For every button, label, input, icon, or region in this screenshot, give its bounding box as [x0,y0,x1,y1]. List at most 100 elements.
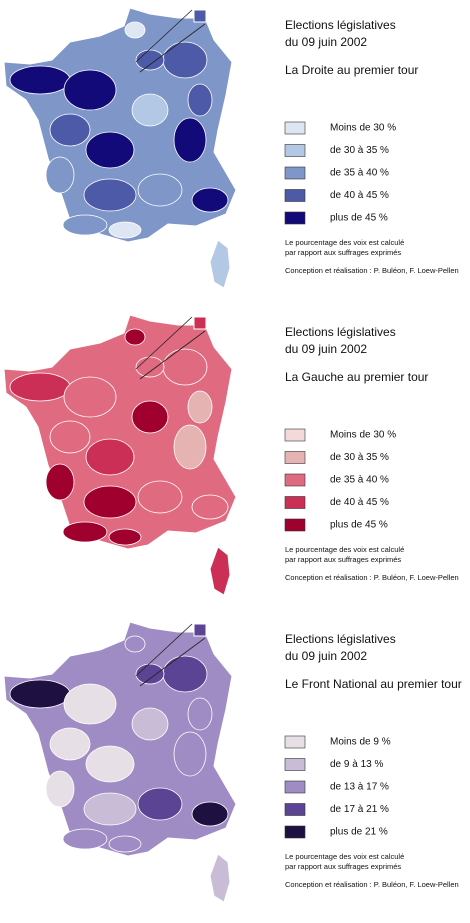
region [9,679,71,709]
region [108,221,142,239]
region [191,187,229,213]
region [45,770,75,808]
legend-swatch [284,803,306,816]
region [124,21,146,39]
note: Le pourcentage des voix est calculé [285,238,404,247]
region [162,655,208,693]
inset [193,316,207,330]
legend-label: de 35 à 40 % [330,475,389,486]
region [49,420,91,454]
legend-swatch [284,473,306,487]
region [63,376,117,418]
region [62,828,108,850]
inset-line [139,330,206,380]
region [137,173,183,207]
region [131,93,169,127]
legend-label: de 30 à 35 % [330,145,389,156]
legend-label: de 9 à 13 % [330,759,383,770]
region [85,745,135,783]
legend-label: plus de 21 % [330,827,388,838]
region [62,521,108,543]
legend-label: de 17 à 21 % [330,804,389,815]
legend-label: Moins de 30 % [330,430,396,441]
region [131,707,169,741]
legend-swatch [284,144,306,157]
region [9,65,71,95]
note: Le pourcentage des voix est calculé [285,545,404,554]
region [83,178,137,212]
panel: Elections législatives du 09 juin 2002 La … [3,7,459,289]
panel: Elections législatives du 09 juin 2002 Le … [3,621,462,903]
legend-label: plus de 45 % [330,213,388,224]
legend-swatch [284,780,306,794]
region [135,663,165,685]
region [108,835,142,853]
region [173,731,207,777]
title: du 09 juin 2002 [285,649,367,663]
title: Elections législatives [285,325,396,339]
region [63,69,117,111]
region [45,156,75,194]
legend-swatch [284,428,306,442]
legend-label: Moins de 30 % [330,123,396,134]
inset-line [139,637,206,687]
credit: Conception et réalisation : P. Buléon, F… [285,266,459,275]
subtitle: Le Front National au premier tour [285,677,462,691]
legend-swatch [284,166,306,180]
region [191,494,229,520]
credit: Conception et réalisation : P. Buléon, F… [285,880,459,889]
subtitle: La Droite au premier tour [285,63,418,77]
legend-swatch [284,518,306,532]
legend-swatch [284,121,306,135]
region [63,683,117,725]
region [137,787,183,821]
legend-swatch [284,758,306,771]
legend-label: de 35 à 40 % [330,168,389,179]
map [3,621,237,903]
legend-swatch [284,825,306,839]
legend-label: de 40 à 45 % [330,190,389,201]
region [9,372,71,402]
island-shape [209,853,231,903]
inset-line [135,623,193,677]
region [137,480,183,514]
legend-label: de 40 à 45 % [330,497,389,508]
legend-swatch [284,496,306,509]
island-shape [209,239,231,289]
credit: Conception et réalisation : P. Buléon, F… [285,573,459,582]
region [162,348,208,386]
region [131,400,169,434]
note: Le pourcentage des voix est calculé [285,852,404,861]
region [49,113,91,147]
region [173,424,207,470]
island-shape [209,546,231,596]
title: Elections législatives [285,632,396,646]
legend-swatch [284,451,306,464]
map [3,7,237,289]
title: du 09 juin 2002 [285,342,367,356]
region [135,356,165,378]
region [108,528,142,546]
region [85,438,135,476]
inset-line [135,9,193,63]
inset-line [139,23,206,73]
title: du 09 juin 2002 [285,35,367,49]
region [83,792,137,826]
region [45,463,75,501]
legend-swatch [284,211,306,225]
title: Elections législatives [285,18,396,32]
inset [193,9,207,23]
map [3,314,237,596]
panel: Elections législatives du 09 juin 2002 La … [3,314,459,596]
region [187,83,213,117]
region [187,697,213,731]
legend-swatch [284,735,306,749]
region [62,214,108,236]
region [124,635,146,653]
region [83,485,137,519]
region [49,727,91,761]
region [124,328,146,346]
region [162,41,208,79]
subtitle: La Gauche au premier tour [285,370,428,384]
